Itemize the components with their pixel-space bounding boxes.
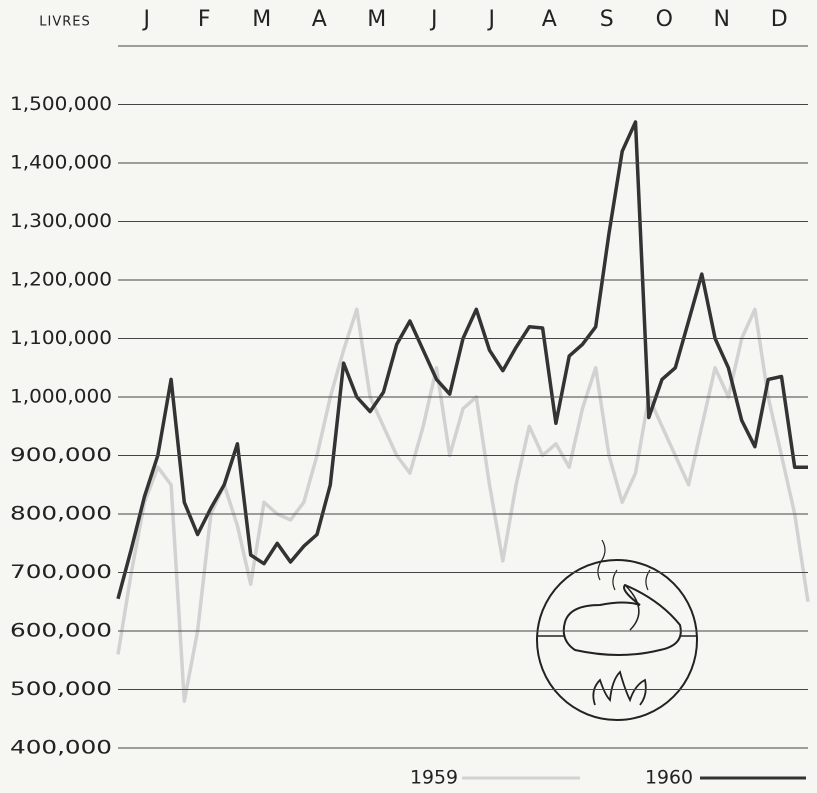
series-line [116,307,810,703]
month-label: J [429,7,438,32]
month-label: O [656,7,673,32]
month-label: J [487,7,496,32]
month-label: M [367,7,386,32]
month-label: A [312,7,327,32]
legend-label: 1960 [645,767,693,789]
y-tick-label: 1,100,000 [10,327,112,349]
y-tick-label: 1,300,000 [10,210,112,232]
y-tick-label: 600,000 [10,620,112,642]
month-label: A [542,7,557,32]
month-label: J [142,7,151,32]
month-label: N [714,7,730,32]
y-tick-label: 1,500,000 [10,93,112,115]
y-tick-label: 400,000 [10,737,112,759]
y-tick-label: 1,000,000 [10,386,112,408]
y-axis-label: LIVRES [39,15,90,30]
illustration [536,539,698,721]
y-tick-label: 800,000 [10,503,112,525]
y-tick-label: 700,000 [10,561,112,583]
y-tick-label: 1,200,000 [10,269,112,291]
y-tick-label: 900,000 [10,444,112,466]
month-label: M [252,7,271,32]
y-tick-label: 500,000 [10,678,112,700]
month-label: F [198,7,211,32]
y-tick-label: 1,400,000 [10,152,112,174]
legend-label: 1959 [410,767,458,789]
month-label: S [600,7,614,32]
month-label: D [771,7,788,32]
